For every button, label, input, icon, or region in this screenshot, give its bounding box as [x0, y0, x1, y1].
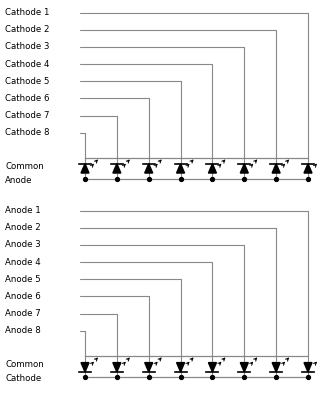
Polygon shape	[208, 363, 216, 372]
Polygon shape	[145, 363, 153, 372]
Text: Common: Common	[5, 360, 44, 369]
Polygon shape	[304, 363, 312, 372]
Polygon shape	[304, 164, 312, 173]
Text: Anode 1: Anode 1	[5, 206, 41, 215]
Polygon shape	[177, 164, 185, 173]
Text: Anode 3: Anode 3	[5, 240, 41, 249]
Polygon shape	[177, 363, 185, 372]
Text: Cathode 5: Cathode 5	[5, 77, 50, 86]
Text: Anode 4: Anode 4	[5, 258, 41, 266]
Text: Anode 8: Anode 8	[5, 326, 41, 335]
Polygon shape	[113, 363, 121, 372]
Polygon shape	[240, 363, 248, 372]
Text: Common: Common	[5, 162, 44, 171]
Text: Cathode 2: Cathode 2	[5, 25, 50, 34]
Polygon shape	[272, 363, 280, 372]
Text: Cathode 6: Cathode 6	[5, 94, 50, 103]
Polygon shape	[145, 164, 153, 173]
Text: Cathode 4: Cathode 4	[5, 60, 50, 68]
Text: Cathode 3: Cathode 3	[5, 42, 50, 51]
Text: Anode: Anode	[5, 176, 33, 185]
Text: Cathode 7: Cathode 7	[5, 111, 50, 120]
Polygon shape	[208, 164, 216, 173]
Text: Cathode: Cathode	[5, 374, 41, 383]
Polygon shape	[240, 164, 248, 173]
Text: Cathode 1: Cathode 1	[5, 8, 50, 17]
Polygon shape	[81, 164, 89, 173]
Polygon shape	[81, 363, 89, 372]
Text: Anode 7: Anode 7	[5, 309, 41, 318]
Text: Anode 2: Anode 2	[5, 223, 41, 232]
Text: Cathode 8: Cathode 8	[5, 128, 50, 137]
Polygon shape	[113, 164, 121, 173]
Text: Anode 6: Anode 6	[5, 292, 41, 301]
Polygon shape	[272, 164, 280, 173]
Text: Anode 5: Anode 5	[5, 275, 41, 284]
